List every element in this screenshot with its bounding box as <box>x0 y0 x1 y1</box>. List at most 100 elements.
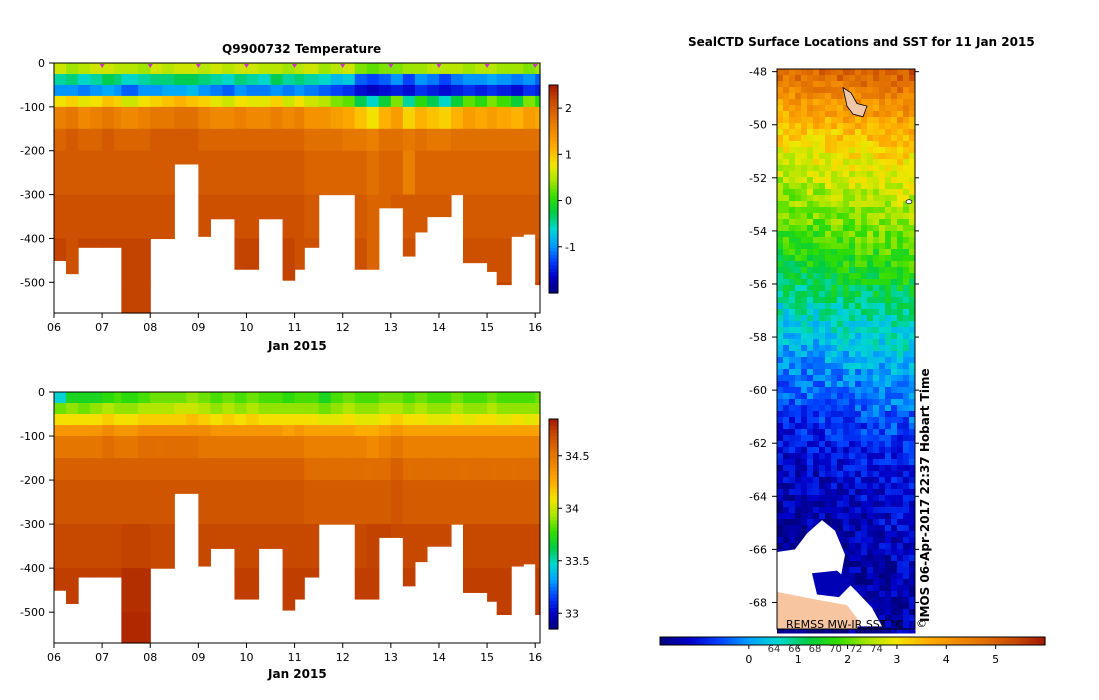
sst-cell <box>855 177 862 184</box>
section-cell <box>121 392 139 404</box>
sst-cell <box>801 99 808 106</box>
section-cell <box>210 63 224 75</box>
section-cell <box>463 128 476 152</box>
sst-cell <box>855 291 862 298</box>
sst-cell <box>873 369 880 376</box>
section-cell <box>270 403 284 415</box>
section-cell <box>222 63 236 75</box>
sst-cell <box>909 99 916 106</box>
sst-cell <box>909 231 916 238</box>
section-cell <box>282 403 296 415</box>
section-cell <box>78 403 91 415</box>
sst-cell <box>819 177 826 184</box>
sst-cell <box>819 429 826 436</box>
section-cell <box>426 458 440 481</box>
sst-colorbar-segment <box>945 637 950 645</box>
sst-cell <box>885 201 892 208</box>
sst-cell <box>873 477 880 484</box>
colorbar-segment <box>549 265 558 270</box>
sst-colorbar-segment <box>740 637 745 645</box>
section-cell <box>162 414 175 426</box>
sst-cell <box>891 453 898 460</box>
section-cell <box>426 84 440 97</box>
sst-cell <box>879 615 886 622</box>
sst-cell <box>891 555 898 562</box>
section-cell <box>463 458 476 481</box>
section-cell <box>304 128 320 152</box>
sst-cell <box>885 555 892 562</box>
section-cell <box>162 106 175 130</box>
colorbar-segment <box>549 286 558 291</box>
section-cell <box>475 458 488 481</box>
section-cell <box>496 425 512 437</box>
sst-cell <box>795 417 802 424</box>
sst-cell <box>897 93 904 100</box>
sst-cell <box>801 165 808 172</box>
sst-cell <box>861 393 868 400</box>
y-tick-label: 0 <box>38 57 45 70</box>
sst-cell <box>831 423 838 430</box>
section-cell <box>390 128 404 152</box>
section-cell <box>234 436 248 459</box>
sst-cell <box>789 399 796 406</box>
sst-cell <box>903 495 910 502</box>
sst-cell <box>897 441 904 448</box>
sst-cell <box>777 483 784 490</box>
sst-colorbar-segment <box>672 637 677 645</box>
section-cell <box>487 106 498 130</box>
sst-cell <box>777 309 784 316</box>
sst-cell <box>789 531 796 538</box>
sst-cell <box>801 351 808 358</box>
sst-cell <box>837 171 844 178</box>
colorbar-segment <box>549 109 558 114</box>
sst-cell <box>849 411 856 418</box>
sst-cell <box>891 495 898 502</box>
sst-cell <box>837 351 844 358</box>
colorbar-segment <box>549 95 558 100</box>
sst-cell <box>843 387 850 394</box>
colorbar-segment <box>549 622 558 627</box>
sst-cell <box>885 195 892 202</box>
sst-cell <box>831 279 838 286</box>
sst-cell <box>867 483 874 490</box>
sst-cell <box>819 267 826 274</box>
sst-cell <box>837 153 844 160</box>
sst-cell <box>801 459 808 466</box>
sst-cell <box>819 219 826 226</box>
sst-cell <box>861 369 868 376</box>
profile-marker <box>532 64 538 68</box>
sst-cell <box>801 483 808 490</box>
sst-cell <box>831 183 838 190</box>
sst-cell <box>843 81 850 88</box>
sst-cell <box>891 375 898 382</box>
lon-tick-label: 72 <box>850 644 863 655</box>
sst-cell <box>897 291 904 298</box>
sst-cell <box>789 93 796 100</box>
section-cell <box>426 128 440 152</box>
colorbar-segment <box>549 471 558 476</box>
section-cell <box>378 150 392 196</box>
section-cell <box>511 480 524 525</box>
section-cell <box>463 95 476 108</box>
sst-cell <box>903 333 910 340</box>
sst-cell <box>813 471 820 478</box>
sst-cell <box>777 297 784 304</box>
sst-cell <box>801 333 808 340</box>
sst-cell <box>831 429 838 436</box>
section-cell <box>523 63 536 75</box>
sst-cell <box>909 477 916 484</box>
sst-cell <box>867 207 874 214</box>
sst-cell <box>909 105 916 112</box>
sst-cell <box>777 477 784 484</box>
sst-cell <box>891 579 898 586</box>
sst-cell <box>801 423 808 430</box>
sst-colorbar-segment <box>797 637 802 645</box>
section-cell <box>198 128 211 152</box>
sst-cell <box>909 129 916 136</box>
sst-cell <box>891 465 898 472</box>
sst-cell <box>861 627 868 634</box>
section-cell <box>162 436 175 459</box>
section-cell <box>174 128 187 152</box>
sst-cell <box>855 195 862 202</box>
section-cell <box>234 425 248 437</box>
